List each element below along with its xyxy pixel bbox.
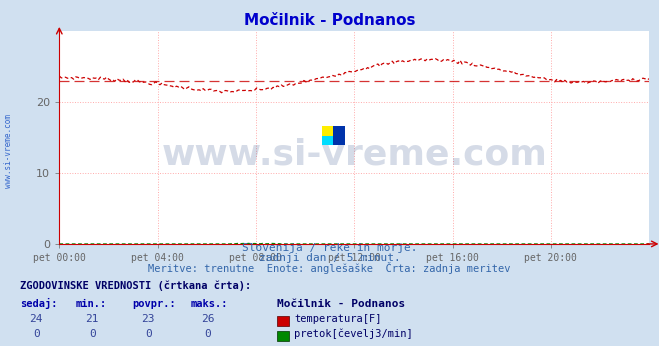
Text: zadnji dan / 5 minut.: zadnji dan / 5 minut. bbox=[258, 253, 401, 263]
Text: povpr.:: povpr.: bbox=[132, 299, 175, 309]
Text: 21: 21 bbox=[86, 314, 99, 324]
Text: Močilnik - Podnanos: Močilnik - Podnanos bbox=[244, 13, 415, 28]
Text: 0: 0 bbox=[145, 329, 152, 339]
Text: Meritve: trenutne  Enote: anglešaške  Črta: zadnja meritev: Meritve: trenutne Enote: anglešaške Črta… bbox=[148, 262, 511, 274]
Text: Močilnik - Podnanos: Močilnik - Podnanos bbox=[277, 299, 405, 309]
Text: maks.:: maks.: bbox=[191, 299, 229, 309]
Text: 24: 24 bbox=[30, 314, 43, 324]
Text: 0: 0 bbox=[204, 329, 211, 339]
Text: ZGODOVINSKE VREDNOSTI (črtkana črta):: ZGODOVINSKE VREDNOSTI (črtkana črta): bbox=[20, 280, 251, 291]
Text: www.si-vreme.com: www.si-vreme.com bbox=[4, 113, 13, 188]
Text: temperatura[F]: temperatura[F] bbox=[294, 314, 382, 324]
Text: pretok[čevelj3/min]: pretok[čevelj3/min] bbox=[294, 328, 413, 339]
Text: www.si-vreme.com: www.si-vreme.com bbox=[161, 138, 547, 172]
Text: 26: 26 bbox=[201, 314, 214, 324]
Text: 0: 0 bbox=[89, 329, 96, 339]
Text: sedaj:: sedaj: bbox=[20, 298, 57, 309]
Text: min.:: min.: bbox=[76, 299, 107, 309]
Text: 0: 0 bbox=[33, 329, 40, 339]
Text: Slovenija / reke in morje.: Slovenija / reke in morje. bbox=[242, 243, 417, 253]
Text: 23: 23 bbox=[142, 314, 155, 324]
